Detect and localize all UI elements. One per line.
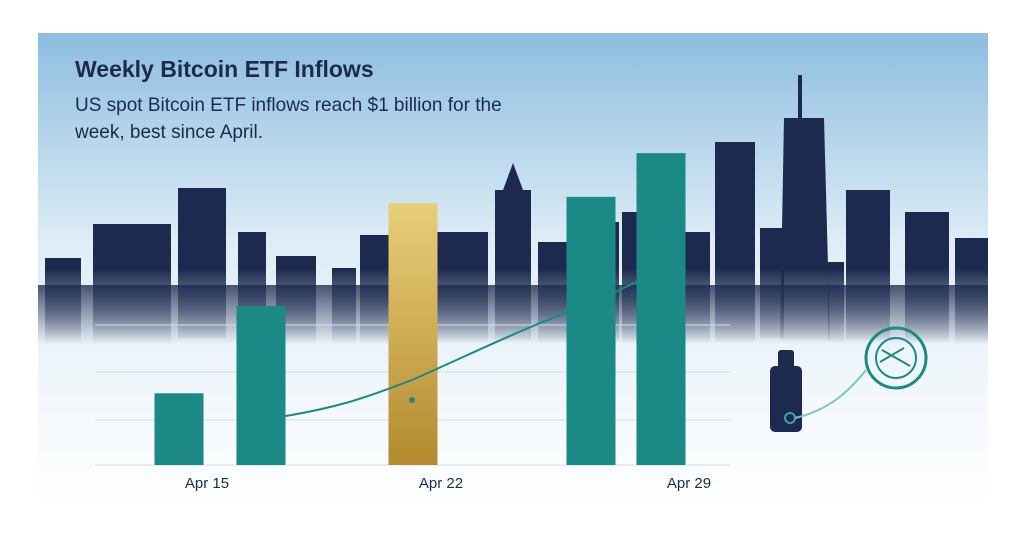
chart-subtitle: US spot Bitcoin ETF inflows reach $1 bil… [75, 95, 502, 143]
bar [154, 393, 204, 465]
chart-title: Weekly Bitcoin ETF Inflows [75, 56, 374, 82]
x-tick-label: Apr 22 [419, 475, 463, 492]
lock-icon [770, 350, 867, 432]
x-tick-label: Apr 29 [667, 475, 711, 492]
x-tick-label: Apr 15 [185, 475, 229, 492]
bar [566, 196, 616, 465]
bar [236, 305, 286, 465]
trend-line [259, 275, 659, 421]
bar [388, 203, 438, 465]
coin-icon [864, 326, 928, 390]
trend-point [409, 397, 415, 403]
bar [636, 153, 686, 465]
